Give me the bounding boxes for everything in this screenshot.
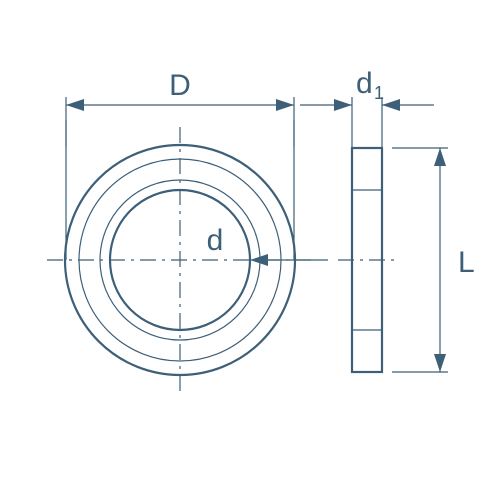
label-D: D [169,69,191,102]
label-L: L [458,246,475,279]
label-d1: d [356,67,373,100]
label-d: d [207,224,224,257]
label-d1-sub: 1 [374,83,384,103]
ring-dimension-diagram: Ddd1L [0,0,500,500]
